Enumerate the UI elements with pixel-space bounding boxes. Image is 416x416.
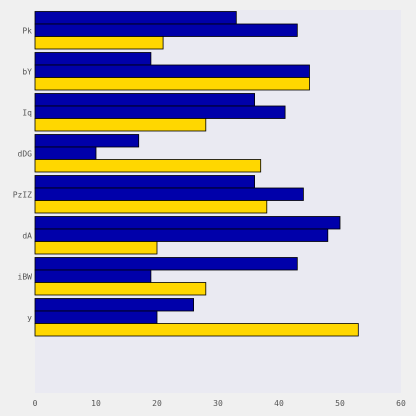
y-tick-label: dDG	[18, 149, 33, 158]
bar-dDG-series-2	[34, 146, 97, 160]
bar-Iq-series-2	[34, 105, 286, 119]
y-tick-label: iBW	[18, 272, 33, 281]
y-tick-labels: Pk bY Iq dDG PzIZ dA iBW y	[13, 26, 32, 322]
bar-bY-series-3	[34, 77, 310, 91]
bar-dDG-series-1	[34, 134, 140, 148]
bar-y-series-3	[34, 323, 359, 337]
y-tick-label: y	[27, 313, 32, 322]
bar-dDG-series-3	[34, 159, 262, 173]
bar-bY-series-2	[34, 64, 310, 78]
bar-bY-series-1	[34, 52, 152, 66]
bar-dA-series-3	[34, 241, 158, 255]
bar-PzIZ-series-1	[34, 175, 256, 189]
x-tick-label: 10	[91, 399, 101, 408]
bars-group	[34, 11, 359, 337]
bar-Pk-series-2	[34, 23, 298, 37]
bar-dA-series-2	[34, 228, 329, 242]
bar-iBW-series-1	[34, 257, 298, 271]
y-tick-label: Iq	[22, 108, 32, 117]
bar-PzIZ-series-2	[34, 187, 304, 201]
x-tick-label: 0	[33, 399, 38, 408]
x-tick-label: 30	[213, 399, 223, 408]
bar-iBW-series-3	[34, 282, 207, 296]
y-tick-label: Pk	[22, 26, 32, 35]
bar-Iq-series-1	[34, 93, 256, 107]
bar-y-series-1	[34, 298, 195, 312]
x-tick-label: 60	[396, 399, 406, 408]
x-tick-label: 20	[152, 399, 162, 408]
bar-Pk-series-1	[34, 11, 237, 25]
bar-dA-series-1	[34, 216, 341, 230]
x-tick-label: 40	[274, 399, 284, 408]
bar-iBW-series-2	[34, 269, 152, 283]
y-tick-label: dA	[22, 231, 32, 240]
bar-Pk-series-3	[34, 36, 164, 50]
x-tick-label: 50	[335, 399, 345, 408]
bar-y-series-2	[34, 310, 158, 324]
bar-PzIZ-series-3	[34, 200, 268, 214]
bar-Iq-series-3	[34, 118, 207, 132]
y-tick-label: PzIZ	[13, 190, 32, 199]
y-tick-label: bY	[22, 67, 32, 76]
x-tick-labels: 0 10 20 30 40 50 60	[33, 399, 406, 408]
